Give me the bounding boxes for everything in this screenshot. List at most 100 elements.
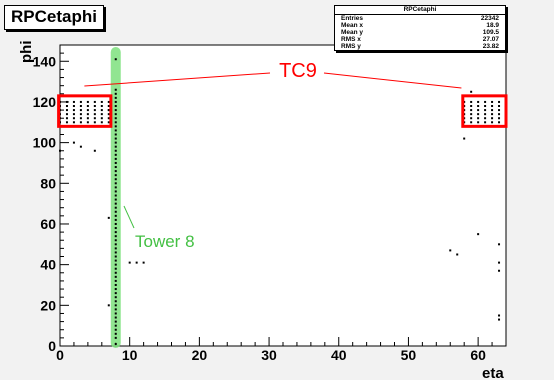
data-point [498,100,501,103]
data-point [114,218,117,221]
annotations: TC9 Tower 8 [57,60,508,251]
stats-value: 23.82 [482,43,499,50]
data-point [135,261,138,264]
y-axis-label: phi [18,41,35,64]
data-point [79,100,82,103]
x-tick-label: 50 [401,347,417,363]
data-point [491,117,494,120]
x-tick-label: 60 [470,347,486,363]
data-point [470,100,473,103]
data-point [114,300,117,303]
data-points [59,58,501,345]
data-point [107,216,110,219]
stats-box: RPCetaphi Entries 22342 Mean x 18.9 Mean y 10… [334,5,506,51]
data-point [114,157,117,160]
stats-row: RMS x 27.07 [335,36,505,43]
data-point [114,58,117,61]
stats-value: 27.07 [482,36,499,43]
stats-title: RPCetaphi [335,6,505,15]
data-point [65,117,68,120]
data-point [114,324,117,327]
y-tick-label: 0 [48,338,56,354]
data-point [79,145,82,148]
data-point [498,243,501,246]
data-point [114,255,117,258]
stats-value: 109.5 [482,29,499,36]
tower-8-label: Tower 8 [135,232,195,251]
data-point [484,100,487,103]
data-point [72,141,75,144]
data-point [114,170,117,173]
data-point [114,308,117,311]
data-point [491,113,494,116]
data-point [477,113,480,116]
y-tick-label: 20 [40,297,56,313]
tc9-box-left [57,94,113,128]
stats-row: Mean y 109.5 [335,29,505,36]
axis-ticks: 0 10 20 30 40 50 60 0 20 40 60 80 100 120 140 [33,52,507,363]
data-point [86,109,89,112]
x-axis-label: eta [482,365,504,380]
data-point [114,149,117,152]
data-point [484,121,487,124]
data-point [107,121,110,124]
y-tick-label: 120 [33,94,57,110]
data-point [79,105,82,108]
data-point [449,249,452,252]
stats-label: RMS x [341,36,361,43]
data-point [79,113,82,116]
x-tick-label: 0 [56,347,64,363]
data-point [86,113,89,116]
data-point [491,100,494,103]
stats-label: Mean x [341,22,364,29]
data-point [72,117,75,120]
tc9-arrow-right [323,72,462,89]
data-point [114,153,117,156]
data-point [93,149,96,152]
stats-label: Mean y [341,29,364,36]
data-point [114,267,117,270]
plot-area [59,44,507,347]
data-point [114,113,117,116]
stats-value: 22342 [480,15,499,22]
y-tick-label: 60 [40,216,56,232]
data-point [86,121,89,124]
y-tick-label: 80 [40,175,56,191]
data-point [114,296,117,299]
data-point [114,283,117,286]
data-point [114,271,117,274]
data-point [114,166,117,169]
data-point [456,253,459,256]
data-point [65,113,68,116]
data-point [114,304,117,307]
data-point [142,261,145,264]
data-point [114,100,117,103]
data-point [114,263,117,266]
data-point [114,141,117,144]
stats-label: RMS y [341,43,361,50]
data-point [498,117,501,120]
tower-8-band [110,47,121,348]
data-point [114,133,117,136]
data-point [107,100,110,103]
data-point [114,239,117,242]
data-point [114,178,117,181]
stats-row: RMS y 23.82 [335,43,505,50]
data-point [72,113,75,116]
data-point [114,105,117,108]
data-point [79,109,82,112]
y-tick-label: 40 [40,257,56,273]
data-point [114,332,117,335]
x-tick-label: 40 [331,347,347,363]
data-point [93,105,96,108]
data-point [114,247,117,250]
data-point [114,235,117,238]
data-point [100,105,103,108]
data-point [114,88,117,91]
data-point [65,105,68,108]
data-point [114,210,117,213]
data-point [114,117,117,120]
data-point [484,117,487,120]
data-point [100,121,103,124]
data-point [470,105,473,108]
